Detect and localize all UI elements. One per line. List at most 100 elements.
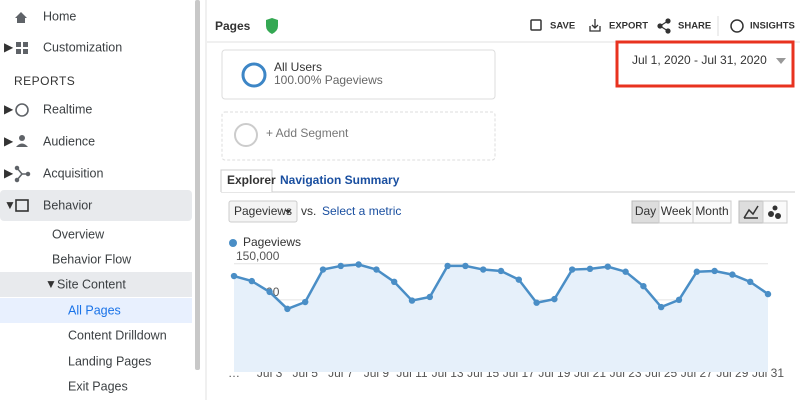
- tab-active: [220, 169, 273, 192]
- nav-item[interactable]: Home: [43, 9, 76, 23]
- point: [319, 266, 327, 273]
- point: [569, 266, 576, 273]
- point: [711, 267, 718, 275]
- point: [480, 266, 487, 273]
- expand-arrow: ▶: [4, 166, 14, 180]
- add-segment[interactable]: + Add Segment: [266, 126, 349, 140]
- icon-audience: [16, 135, 28, 147]
- tab[interactable]: Navigation Summary: [280, 173, 400, 187]
- legend-label: Pageviews: [243, 235, 301, 249]
- action-button[interactable]: EXPORT: [609, 21, 648, 32]
- point: [622, 268, 629, 275]
- segment-detail: 100.00% Pageviews: [274, 73, 383, 87]
- point: [747, 278, 754, 286]
- date-range[interactable]: Jul 1, 2020 - Jul 31, 2020: [632, 53, 767, 67]
- granularity-button[interactable]: [692, 200, 732, 224]
- nav-selected-bg: [0, 272, 192, 297]
- icon-line-chart: [743, 205, 759, 219]
- point: [462, 262, 469, 270]
- point: [497, 267, 505, 275]
- expand-arrow: ▼: [45, 277, 57, 291]
- add-segment-card[interactable]: [221, 111, 496, 161]
- nav-selected-bg: [0, 190, 192, 221]
- select-metric[interactable]: Select a metric: [322, 204, 401, 218]
- nav-item[interactable]: All Pages: [68, 303, 121, 317]
- icon-customization: [16, 42, 28, 54]
- expand-arrow: ▶: [4, 134, 14, 148]
- icon-acquisition: [14, 165, 31, 183]
- page-title: Pages: [215, 19, 251, 33]
- point: [391, 278, 398, 286]
- point: [551, 295, 558, 303]
- date-range-highlight: [615, 40, 795, 88]
- chart-type-button[interactable]: [762, 200, 788, 224]
- point: [533, 299, 540, 306]
- dropdown-arrow: [285, 210, 291, 214]
- nav-item[interactable]: Landing Pages: [68, 354, 151, 368]
- point: [302, 298, 309, 306]
- nav-item[interactable]: Realtime: [43, 102, 92, 116]
- icon-motion-chart: [768, 205, 781, 219]
- nav-item[interactable]: Exit Pages: [68, 379, 128, 393]
- icon-verified: [266, 18, 278, 34]
- expand-arrow: ▼: [4, 198, 16, 212]
- point: [586, 265, 594, 273]
- icon-behavior: [15, 199, 29, 212]
- icon-insights: [730, 19, 744, 33]
- icon-home: [15, 12, 27, 23]
- point: [764, 290, 772, 298]
- nav-item[interactable]: Overview: [52, 227, 105, 241]
- segment-icon: [234, 123, 258, 147]
- metric-dropdown[interactable]: [228, 200, 298, 223]
- segment-name: All Users: [274, 60, 322, 74]
- point: [337, 262, 344, 270]
- point: [284, 305, 291, 313]
- point: [604, 263, 611, 270]
- segment-card[interactable]: [221, 49, 496, 100]
- expand-arrow: ▶: [4, 102, 14, 116]
- point: [675, 296, 683, 304]
- area: [234, 264, 768, 372]
- icon-save: [530, 19, 542, 31]
- segment-icon: [241, 62, 267, 88]
- nav-item[interactable]: Audience: [43, 134, 95, 148]
- action-button[interactable]: SAVE: [550, 21, 575, 32]
- point: [373, 266, 380, 273]
- nav-item[interactable]: Content Drilldown: [68, 328, 167, 342]
- legend-marker: [229, 239, 237, 247]
- action-button[interactable]: INSIGHTS: [750, 21, 795, 32]
- nav-item[interactable]: Customization: [43, 40, 122, 54]
- icon-realtime: [15, 103, 29, 117]
- dropdown-arrow: [776, 58, 786, 64]
- point: [658, 303, 665, 311]
- point: [230, 272, 238, 280]
- point: [729, 271, 736, 278]
- nav-active-bg: [0, 298, 192, 323]
- point: [355, 261, 362, 268]
- expand-arrow: ▶: [4, 40, 14, 54]
- nav-item[interactable]: Site Content: [57, 277, 126, 291]
- point: [693, 268, 700, 275]
- icon-share: [657, 18, 671, 34]
- point: [444, 262, 451, 270]
- icon-export: [589, 19, 601, 32]
- point: [408, 297, 416, 304]
- point: [515, 276, 522, 283]
- point: [248, 277, 255, 285]
- nav-item[interactable]: Behavior Flow: [52, 252, 132, 266]
- vs-label: vs.: [301, 204, 316, 218]
- section-label: REPORTS: [14, 74, 75, 88]
- point: [640, 282, 647, 290]
- nav-item[interactable]: Behavior: [43, 198, 92, 212]
- action-button[interactable]: SHARE: [678, 21, 711, 32]
- y-tick-label: 150,000: [236, 249, 280, 263]
- tab[interactable]: Explorer: [227, 173, 276, 187]
- nav-item[interactable]: Acquisition: [43, 166, 103, 180]
- scrollbar: [195, 0, 200, 370]
- granularity-label: Month: [695, 204, 728, 218]
- granularity-label: Day: [635, 204, 656, 218]
- granularity-label: Week: [661, 204, 692, 218]
- metric: Pageviews: [234, 204, 292, 218]
